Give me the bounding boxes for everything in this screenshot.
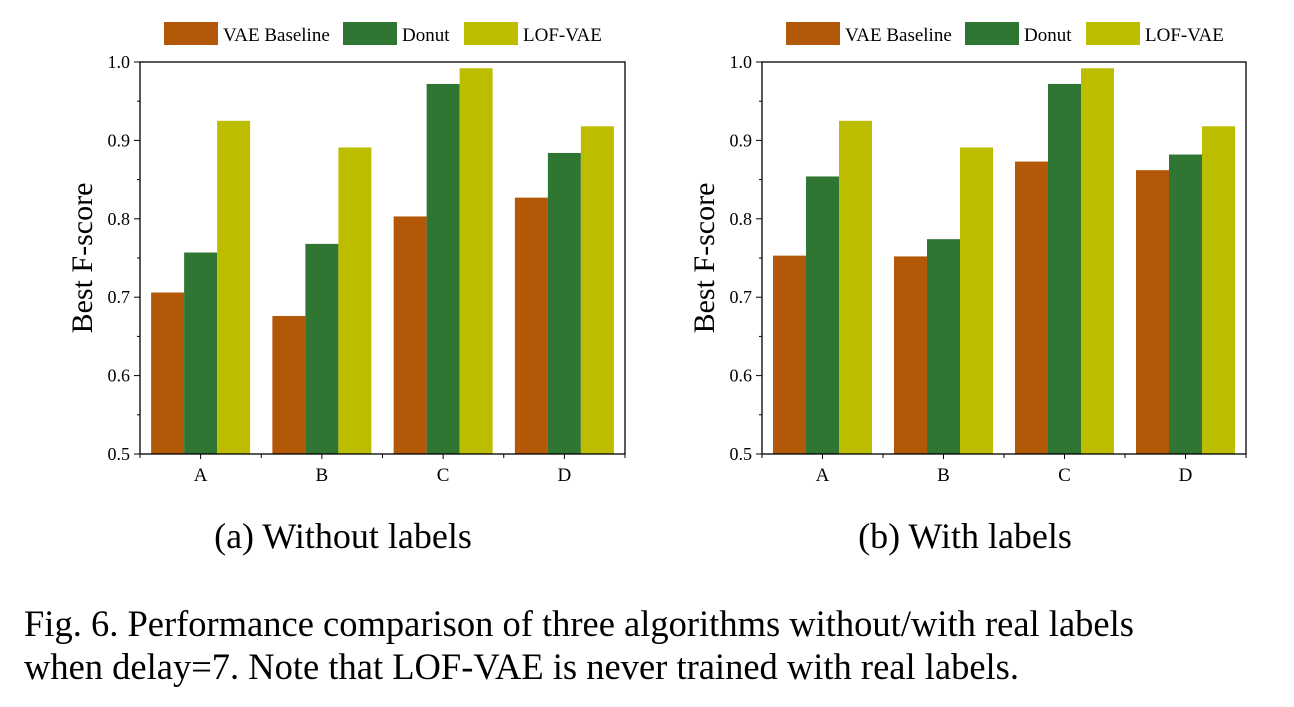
- x-tick-label-b: B: [937, 465, 950, 486]
- legend-label-donut: Donut: [1024, 25, 1072, 46]
- legend-swatch-lof-vae: [1086, 22, 1140, 45]
- legend-label-donut: Donut: [402, 25, 450, 46]
- bar-donut-b: [305, 243, 339, 454]
- legend-label-lof-vae: LOF-VAE: [523, 25, 602, 46]
- bar-vae-baseline-c: [1015, 161, 1048, 454]
- bar-vae-baseline-d: [1136, 170, 1169, 454]
- y-tick-label: 0.7: [108, 287, 131, 307]
- subplot-title: (b) With labels: [858, 516, 1072, 556]
- x-tick-label-c: C: [1058, 465, 1071, 486]
- bar-vae-baseline-b: [894, 256, 927, 454]
- caption-line-2: when delay=7. Note that LOF-VAE is never…: [24, 646, 1019, 687]
- bar-donut-d: [1169, 154, 1202, 454]
- legend-label-vae-baseline: VAE Baseline: [223, 25, 330, 46]
- subplot-title: (a) Without labels: [214, 516, 472, 556]
- bar-vae-baseline-a: [151, 292, 185, 454]
- legend-swatch-donut: [965, 22, 1019, 45]
- y-tick-label: 0.9: [108, 130, 131, 150]
- x-tick-label-a: A: [194, 465, 208, 486]
- legend-swatch-vae-baseline: [786, 22, 840, 45]
- bar-donut-b: [927, 239, 960, 454]
- bar-vae-baseline-c: [393, 216, 427, 454]
- x-tick-label-b: B: [316, 465, 329, 486]
- y-tick-label: 0.8: [108, 209, 131, 229]
- y-axis-label: Best F-score: [688, 183, 721, 334]
- y-axis-label: Best F-score: [66, 183, 99, 334]
- caption-line-1: Fig. 6. Performance comparison of three …: [24, 603, 1134, 644]
- bar-lof-vae-d: [1202, 126, 1235, 455]
- x-tick-label-a: A: [816, 465, 830, 486]
- bar-lof-vae-a: [839, 120, 872, 455]
- legend-label-lof-vae: LOF-VAE: [1145, 25, 1224, 46]
- y-tick-label: 0.8: [730, 209, 753, 229]
- y-tick-label: 0.9: [730, 130, 753, 150]
- chart-with-labels: VAE Baseline Donut LOF-VAE A B C D 0.5 0.6 0.7 0.8…: [688, 22, 1247, 556]
- y-tick-label: 0.6: [730, 366, 753, 386]
- y-tick-label: 0.6: [108, 366, 131, 386]
- bar-donut-c: [426, 83, 460, 455]
- bar-lof-vae-a: [217, 120, 251, 455]
- legend-label-vae-baseline: VAE Baseline: [845, 25, 952, 46]
- x-tick-label-d: D: [1179, 465, 1193, 486]
- plot-frame: [761, 61, 1247, 455]
- figure-caption: Fig. 6. Performance comparison of three …: [24, 602, 1289, 688]
- bar-vae-baseline-a: [773, 255, 806, 454]
- bar-donut-a: [806, 176, 839, 455]
- bar-vae-baseline-b: [272, 316, 306, 454]
- bar-lof-vae-c: [1081, 68, 1114, 454]
- bar-lof-vae-b: [338, 147, 372, 454]
- bar-donut-c: [1048, 83, 1081, 455]
- x-tick-label-c: C: [437, 465, 450, 486]
- bar-donut-a: [184, 252, 218, 454]
- y-tick-label: 0.5: [730, 444, 753, 464]
- x-tick-label-d: D: [558, 465, 572, 486]
- chart-without-labels: VAE Baseline Donut LOF-VAE A B C D 0.5 0.6 0.7 0.8…: [66, 22, 626, 556]
- legend-swatch-lof-vae: [464, 22, 518, 45]
- legend-swatch-vae-baseline: [164, 22, 218, 45]
- bar-donut-d: [547, 152, 581, 454]
- legend-swatch-donut: [343, 22, 397, 45]
- plot-frame: [139, 61, 626, 455]
- y-tick-label: 1.0: [108, 52, 131, 72]
- bar-lof-vae-c: [459, 68, 493, 454]
- y-tick-label: 1.0: [730, 52, 753, 72]
- y-tick-label: 0.7: [730, 287, 753, 307]
- bar-vae-baseline-d: [514, 197, 548, 454]
- bar-lof-vae-b: [960, 147, 993, 454]
- bar-lof-vae-d: [580, 126, 614, 455]
- y-tick-label: 0.5: [108, 444, 131, 464]
